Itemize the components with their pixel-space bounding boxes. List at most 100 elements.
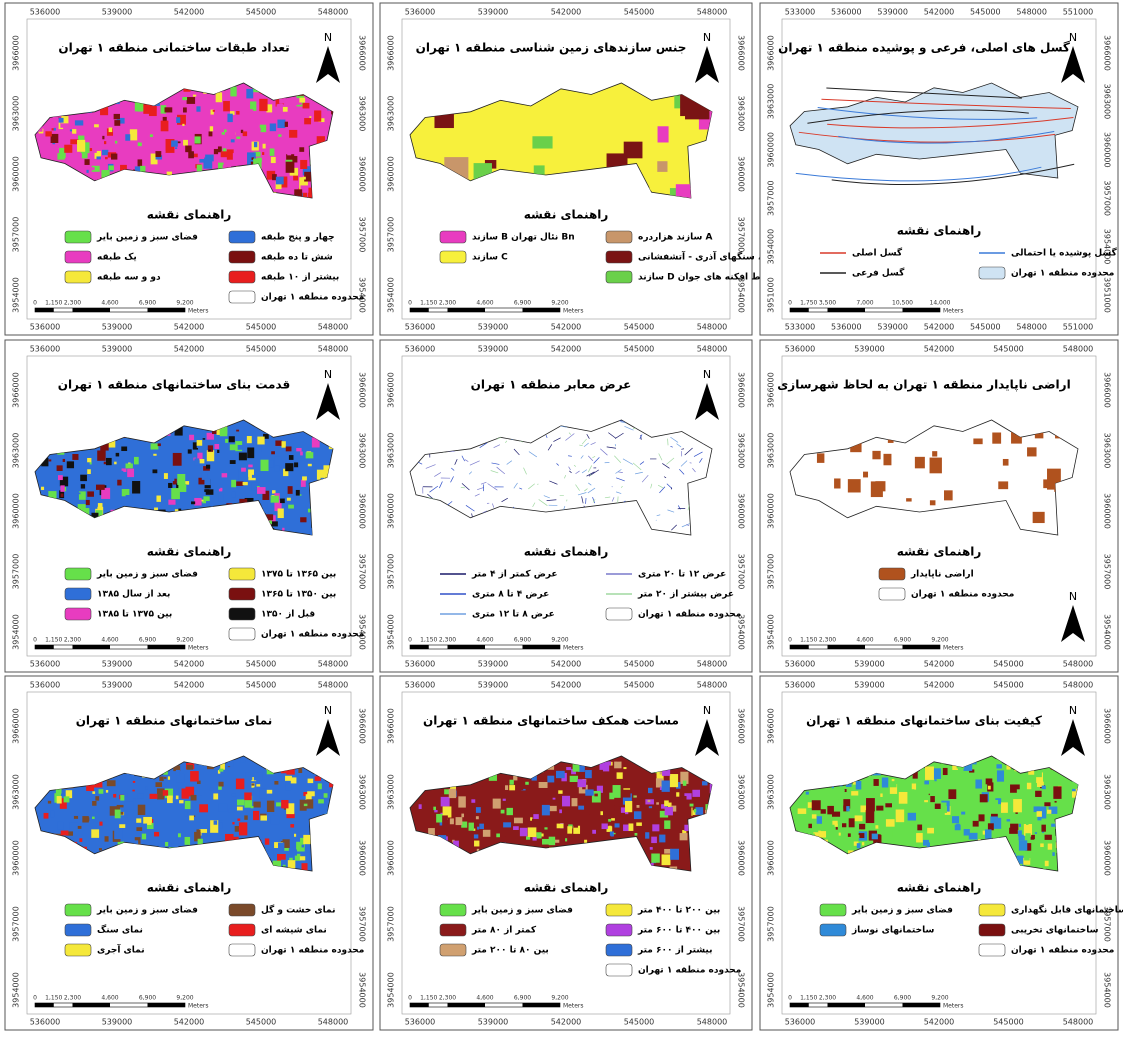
y-coord-label: 3954000 [387, 614, 396, 650]
y-coord-label: 3966000 [737, 372, 746, 408]
land-parcel [872, 451, 880, 459]
land-parcel [133, 781, 135, 783]
land-parcel [556, 771, 565, 778]
land-parcel [58, 475, 63, 480]
land-parcel [155, 151, 161, 157]
x-coord-label: 545000 [624, 8, 655, 17]
land-parcel [87, 458, 91, 462]
land-parcel [78, 826, 82, 829]
x-coord-label: 536000 [785, 681, 816, 690]
land-parcel [687, 867, 690, 870]
legend-swatch [65, 904, 91, 916]
y-coord-label: 3954000 [737, 277, 746, 313]
land-parcel [827, 806, 834, 814]
land-parcel [1019, 840, 1027, 850]
scale-label: 0 [788, 637, 792, 644]
land-parcel [482, 781, 486, 786]
x-coord-label: 542000 [924, 681, 955, 690]
land-parcel [210, 126, 213, 131]
land-parcel [203, 496, 209, 501]
scale-label: 2,300 [439, 995, 456, 1002]
land-parcel [298, 768, 302, 773]
land-parcel [652, 824, 659, 831]
x-coord-label: 533000 [785, 323, 816, 332]
land-parcel [649, 174, 670, 191]
land-parcel [280, 499, 285, 504]
land-parcel [92, 801, 96, 806]
land-parcel [441, 797, 450, 807]
land-parcel [1024, 853, 1030, 860]
land-parcel [99, 848, 102, 851]
y-coord-label: 3957000 [737, 217, 746, 253]
land-parcel [1019, 824, 1021, 827]
land-parcel [151, 443, 159, 449]
legend-label: گسل پوشیده یا احتمالی [1011, 247, 1118, 259]
scale-label: 4,600 [476, 995, 493, 1002]
land-parcel [969, 833, 978, 840]
land-parcel [136, 827, 142, 831]
y-coord-label: 3960000 [737, 493, 746, 529]
x-coord-label: 536000 [405, 660, 436, 669]
land-parcel [125, 134, 130, 141]
land-parcel [137, 793, 143, 799]
land-parcel [841, 804, 843, 807]
land-parcel [165, 107, 173, 112]
y-coord-label: 3963000 [1103, 433, 1112, 469]
land-parcel [474, 834, 478, 838]
x-coord-label: 539000 [877, 8, 908, 17]
land-parcel [188, 449, 192, 453]
land-parcel [1041, 819, 1047, 824]
land-parcel [857, 843, 861, 848]
land-parcel [927, 828, 934, 834]
legend-label: عرض کمتر از ۴ متر [471, 570, 558, 580]
land-parcel [1035, 771, 1042, 777]
land-parcel [848, 479, 861, 492]
scale-label: 9,200 [931, 995, 948, 1002]
land-parcel [120, 795, 124, 801]
land-parcel [225, 439, 228, 443]
land-parcel [433, 807, 436, 811]
land-parcel [288, 860, 296, 868]
x-coord-label: 545000 [993, 1018, 1024, 1027]
land-parcel [906, 498, 912, 501]
y-coord-label: 3951000 [767, 277, 776, 313]
land-parcel [308, 779, 314, 783]
land-parcel [59, 118, 64, 123]
land-parcel [257, 437, 264, 445]
land-parcel [238, 445, 243, 450]
y-coord-label: 3963000 [387, 774, 396, 810]
scale-label: 1,150 [45, 300, 62, 307]
legend-label: فضای سبز و زمین بایر [851, 906, 953, 916]
land-parcel [675, 839, 683, 845]
scale-label: 9,200 [931, 637, 948, 644]
land-parcel [1027, 783, 1031, 789]
land-parcel [138, 805, 146, 815]
scale-segment [790, 1003, 809, 1007]
y-coord-label: 3957000 [12, 906, 21, 942]
land-parcel [127, 484, 129, 486]
land-parcel [181, 128, 187, 132]
land-parcel [57, 796, 62, 803]
land-parcel [835, 824, 838, 827]
land-parcel [237, 807, 243, 811]
land-parcel [913, 804, 917, 807]
map-panel: 5360005360005390005390005420005420005450… [380, 676, 752, 1030]
land-parcel [493, 799, 501, 809]
land-parcel [202, 833, 208, 837]
legend-label: محدوده منطقه ۱ تهران [261, 946, 364, 956]
land-parcel [296, 490, 300, 496]
y-coord-label: 3957000 [387, 217, 396, 253]
land-parcel [450, 818, 454, 824]
y-coord-label: 3960000 [767, 840, 776, 876]
legend-swatch [820, 904, 846, 916]
land-parcel [183, 107, 187, 112]
map-title: عرض معابر منطقه ۱ تهران [471, 378, 632, 392]
land-parcel [232, 822, 234, 824]
land-parcel [860, 805, 865, 812]
scale-label: 9,200 [551, 637, 568, 644]
legend-swatch [606, 231, 632, 243]
land-parcel [859, 833, 865, 838]
legend-title: راهنمای نقشه [524, 881, 609, 895]
land-parcel [892, 832, 896, 837]
land-parcel [629, 823, 634, 830]
